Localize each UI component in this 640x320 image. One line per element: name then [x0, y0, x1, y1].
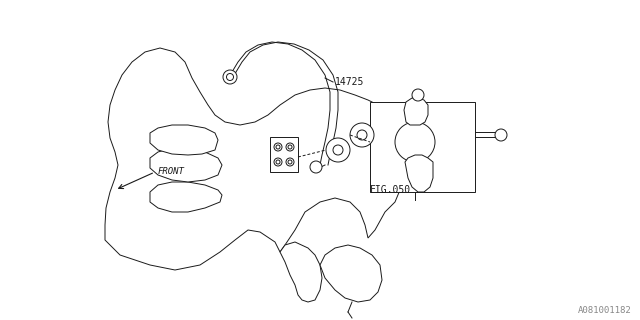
- Circle shape: [274, 158, 282, 166]
- Circle shape: [276, 160, 280, 164]
- Circle shape: [412, 89, 424, 101]
- Polygon shape: [150, 125, 218, 155]
- Circle shape: [395, 122, 435, 162]
- Circle shape: [495, 129, 507, 141]
- Polygon shape: [320, 245, 382, 302]
- Circle shape: [274, 143, 282, 151]
- Polygon shape: [280, 242, 322, 302]
- Circle shape: [227, 74, 234, 81]
- Text: A081001182: A081001182: [579, 306, 632, 315]
- Polygon shape: [404, 98, 428, 125]
- Text: FIG.050: FIG.050: [370, 185, 411, 195]
- Circle shape: [223, 70, 237, 84]
- Polygon shape: [150, 182, 222, 212]
- Circle shape: [326, 138, 350, 162]
- Circle shape: [288, 145, 292, 149]
- Polygon shape: [105, 48, 408, 270]
- Circle shape: [276, 145, 280, 149]
- Polygon shape: [150, 148, 222, 182]
- Text: FRONT: FRONT: [158, 167, 185, 177]
- Circle shape: [333, 145, 343, 155]
- Text: 14725: 14725: [335, 77, 364, 87]
- Circle shape: [288, 160, 292, 164]
- Circle shape: [350, 123, 374, 147]
- Polygon shape: [405, 155, 433, 192]
- Circle shape: [310, 161, 322, 173]
- Bar: [370, 102, 475, 192]
- Polygon shape: [270, 137, 298, 172]
- Circle shape: [357, 130, 367, 140]
- Circle shape: [286, 158, 294, 166]
- Circle shape: [286, 143, 294, 151]
